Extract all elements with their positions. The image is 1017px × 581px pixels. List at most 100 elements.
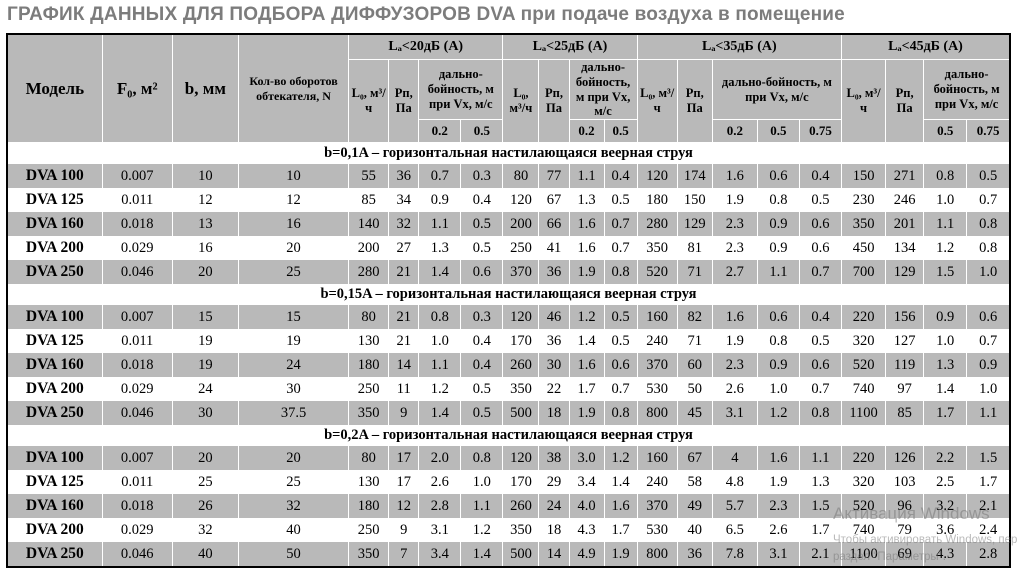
group-header-25db: Lₐ<25дБ (А) — [502, 34, 638, 60]
value-cell: 15 — [238, 305, 350, 329]
col-header-n: Кол-во оборотов обтекателя, N — [238, 34, 350, 143]
value-cell: 30 — [172, 401, 239, 425]
table-row: DVA 200 0.029 16 20 200 27 1.3 0.5 250 41 1.6 0.7 35… — [7, 236, 1011, 260]
value-cell: 520 — [637, 260, 678, 284]
value-cell: 69 — [885, 542, 925, 567]
col-header-range-20db: дально-бойность, м при Vх, м/с — [418, 59, 504, 120]
value-cell: 0.5 — [460, 236, 504, 260]
value-cell: 180 — [348, 494, 390, 518]
value-cell: 0.7 — [604, 212, 638, 236]
value-cell: 71 — [677, 260, 713, 284]
value-cell: 85 — [885, 401, 925, 425]
value-cell: 85 — [348, 188, 390, 212]
value-cell: 2.8 — [966, 542, 1011, 567]
value-cell: 260 — [502, 353, 540, 377]
value-cell: 320 — [841, 329, 887, 353]
value-cell: 1.9 — [569, 260, 605, 284]
value-cell: 800 — [637, 401, 678, 425]
value-cell: 0.046 — [102, 260, 173, 284]
value-cell: 50 — [677, 377, 713, 401]
value-cell: 18 — [538, 401, 570, 425]
value-cell: 1.6 — [569, 353, 605, 377]
value-cell: 1.2 — [757, 401, 800, 425]
value-cell: 36 — [538, 260, 570, 284]
col-header-pn-45db: Рп, Па — [885, 59, 925, 143]
value-cell: 370 — [637, 494, 678, 518]
value-cell: 14 — [538, 542, 570, 567]
value-cell: 77 — [538, 164, 570, 188]
value-cell: 1.6 — [712, 305, 758, 329]
model-cell: DVA 250 — [7, 542, 103, 567]
table-row: DVA 250 0.046 20 25 280 21 1.4 0.6 370 36 1.9 0.8 52… — [7, 260, 1011, 284]
value-cell: 16 — [172, 236, 239, 260]
model-cell: DVA 160 — [7, 353, 103, 377]
value-cell: 21 — [388, 260, 420, 284]
col-header-pn-20db: Рп, Па — [388, 59, 420, 143]
value-cell: 20 — [172, 260, 239, 284]
value-cell: 0.7 — [604, 236, 638, 260]
col-header-l0-35db: L₀, м³/ч — [637, 59, 678, 143]
value-cell: 0.007 — [102, 164, 173, 188]
value-cell: 6.5 — [712, 518, 758, 542]
value-cell: 1.4 — [604, 470, 638, 494]
value-cell: 5.7 — [712, 494, 758, 518]
value-cell: 19 — [238, 329, 350, 353]
value-cell: 2.1 — [799, 542, 843, 567]
value-cell: 2.8 — [418, 494, 462, 518]
value-cell: 150 — [841, 164, 887, 188]
value-cell: 58 — [677, 470, 713, 494]
value-cell: 800 — [637, 542, 678, 567]
value-cell: 17 — [388, 446, 420, 470]
value-cell: 150 — [677, 188, 713, 212]
value-cell: 0.007 — [102, 305, 173, 329]
table-header: Модель F₀, м² b, мм Кол-во оборотов обте… — [7, 34, 1011, 143]
table-row: DVA 160 0.018 19 24 180 14 1.1 0.4 260 30 1.6 0.6 37… — [7, 353, 1011, 377]
value-cell: 26 — [172, 494, 239, 518]
section-band-label: b=0,15A – горизонтальная настилающаяся в… — [7, 284, 1010, 305]
value-cell: 10 — [238, 164, 350, 188]
table-row: DVA 100 0.007 10 10 55 36 0.7 0.3 80 77 1.1 0.4 120 1… — [7, 164, 1011, 188]
value-cell: 320 — [841, 470, 887, 494]
value-cell: 27 — [388, 236, 420, 260]
value-cell: 29 — [538, 470, 570, 494]
value-cell: 2.5 — [923, 470, 968, 494]
value-cell: 0.6 — [966, 305, 1011, 329]
value-cell: 0.9 — [757, 353, 800, 377]
value-cell: 1.2 — [604, 446, 638, 470]
value-cell: 1.1 — [418, 353, 462, 377]
value-cell: 60 — [677, 353, 713, 377]
value-cell: 36 — [677, 542, 713, 567]
value-cell: 350 — [348, 542, 390, 567]
value-cell: 0.5 — [799, 329, 843, 353]
value-cell: 200 — [348, 236, 390, 260]
value-cell: 1.7 — [966, 470, 1011, 494]
value-cell: 3.1 — [418, 518, 462, 542]
value-cell: 80 — [502, 164, 540, 188]
table-row: DVA 200 0.029 32 40 250 9 3.1 1.2 350 18 4.3 1.7 530… — [7, 518, 1011, 542]
value-cell: 1.7 — [923, 401, 968, 425]
value-cell: 530 — [637, 518, 678, 542]
value-cell: 1.4 — [569, 329, 605, 353]
value-cell: 1.1 — [569, 164, 605, 188]
value-cell: 250 — [348, 377, 390, 401]
value-cell: 15 — [172, 305, 239, 329]
value-cell: 2.6 — [712, 377, 758, 401]
value-cell: 0.6 — [604, 353, 638, 377]
value-cell: 0.5 — [604, 188, 638, 212]
value-cell: 82 — [677, 305, 713, 329]
col-header-range-45db: дально-бойность, м при Vх, м/с — [923, 59, 1011, 120]
value-cell: 24 — [238, 353, 350, 377]
value-cell: 2.3 — [712, 212, 758, 236]
value-cell: 16 — [238, 212, 350, 236]
value-cell: 0.029 — [102, 236, 173, 260]
value-cell: 3.2 — [923, 494, 968, 518]
value-cell: 200 — [502, 212, 540, 236]
value-cell: 2.7 — [712, 260, 758, 284]
diffuser-data-table: Модель F₀, м² b, мм Кол-во оборотов обте… — [6, 33, 1011, 568]
value-cell: 170 — [502, 329, 540, 353]
value-cell: 0.029 — [102, 377, 173, 401]
value-cell: 119 — [885, 353, 925, 377]
table-row: DVA 100 0.007 20 20 80 17 2.0 0.8 120 38 3.0 1.2 160… — [7, 446, 1011, 470]
model-cell: DVA 200 — [7, 518, 103, 542]
value-cell: 25 — [172, 470, 239, 494]
